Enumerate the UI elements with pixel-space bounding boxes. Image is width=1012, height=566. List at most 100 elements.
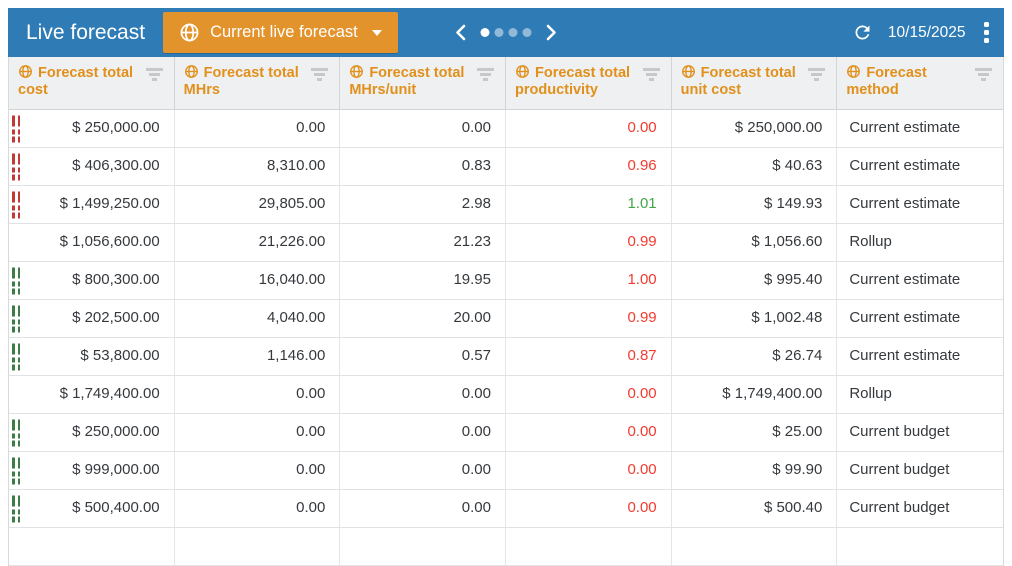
cell-value: $ 800,300.00	[72, 271, 160, 288]
forecast-date: 10/15/2025	[888, 24, 966, 42]
row-status-indicator-red	[12, 191, 21, 218]
cell-method: Rollup	[837, 224, 1003, 261]
pager-next-button[interactable]	[546, 24, 558, 41]
filter-icon[interactable]	[641, 66, 662, 83]
cell-total_productivity: 0.87	[506, 338, 672, 375]
cell-method: Rollup	[837, 376, 1003, 413]
cell-value: 0.00	[462, 423, 491, 440]
live-forecast-app: Live forecast Current live forecast	[8, 8, 1004, 523]
column-header-total_unit_cost[interactable]: Forecast total unit cost	[672, 57, 838, 109]
cell-total_mhrs: 29,805.00	[175, 186, 341, 223]
cell-value: Current estimate	[849, 195, 960, 212]
cell-value: 0.00	[627, 423, 656, 440]
filter-icon[interactable]	[309, 66, 330, 83]
cell-method: Current budget	[837, 414, 1003, 451]
cell-total_unit_cost: $ 26.74	[672, 338, 838, 375]
pager-dot[interactable]	[481, 28, 490, 37]
page-title: Live forecast	[26, 21, 145, 45]
cell-total_mhrs: 21,226.00	[175, 224, 341, 261]
column-header-total_mhrs[interactable]: Forecast total MHrs	[175, 57, 341, 109]
cell-value: 0.00	[627, 499, 656, 516]
cell-value: $ 999,000.00	[72, 461, 160, 478]
cell-total_mhrs: 8,310.00	[175, 148, 341, 185]
cell-total_cost: $ 500,400.00	[9, 490, 175, 527]
cell-value: Current estimate	[849, 309, 960, 326]
cell-total_cost: $ 1,749,400.00	[9, 376, 175, 413]
cell-total_mhrs: 1,146.00	[175, 338, 341, 375]
cell-value: 4,040.00	[267, 309, 325, 326]
row-status-indicator-green	[12, 495, 21, 522]
pager-dot[interactable]	[523, 28, 532, 37]
cell-total_productivity: 0.00	[506, 110, 672, 147]
cell-value: 0.00	[627, 461, 656, 478]
filter-icon[interactable]	[973, 66, 994, 83]
top-bar: Live forecast Current live forecast	[8, 8, 1004, 57]
cell-value: 0.99	[627, 233, 656, 250]
cell-value: 0.00	[296, 499, 325, 516]
cell-total_productivity: 1.01	[506, 186, 672, 223]
cell-value: $ 1,056.60	[751, 233, 822, 250]
cell-value: 2.98	[462, 195, 491, 212]
refresh-icon[interactable]	[852, 22, 873, 43]
cell-value: $ 149.93	[764, 195, 822, 212]
cell-total_productivity: 0.00	[506, 376, 672, 413]
cell-method: Current estimate	[837, 186, 1003, 223]
forecast-selector-dropdown[interactable]: Current live forecast	[163, 12, 398, 53]
cell-value: 21,226.00	[259, 233, 326, 250]
filter-icon[interactable]	[144, 66, 165, 83]
cell-total_cost: $ 53,800.00	[9, 338, 175, 375]
cell-value: $ 250,000.00	[735, 119, 823, 136]
cell-total_unit_cost: $ 99.90	[672, 452, 838, 489]
cell-total_cost: $ 250,000.00	[9, 414, 175, 451]
cell-value: $ 53,800.00	[80, 347, 159, 364]
cell-total_mhrs_per_unit: 0.00	[340, 414, 506, 451]
cell-total_mhrs_per_unit: 19.95	[340, 262, 506, 299]
table-row[interactable]: $ 53,800.00 1,146.00 0.57 0.87$ 26.74 Curren…	[9, 338, 1003, 376]
cell-value: 0.00	[462, 461, 491, 478]
filter-icon[interactable]	[475, 66, 496, 83]
column-header-total_mhrs_per_unit[interactable]: Forecast total MHrs/unit	[340, 57, 506, 109]
more-options-menu-icon[interactable]	[981, 20, 993, 46]
filter-icon[interactable]	[806, 66, 827, 83]
table-row[interactable]: $ 999,000.00 0.00 0.00 0.00 $ 99.90 Current b…	[9, 452, 1003, 490]
cell-total_unit_cost: $ 1,749,400.00	[672, 376, 838, 413]
pager-dot[interactable]	[509, 28, 518, 37]
cell-value: 0.00	[296, 423, 325, 440]
row-status-indicator-green	[12, 267, 21, 294]
pager-dot[interactable]	[495, 28, 504, 37]
cell-value: Current estimate	[849, 347, 960, 364]
cell-value: 20.00	[453, 309, 491, 326]
cell-total_cost: $ 800,300.00	[9, 262, 175, 299]
column-header-method[interactable]: Forecast method	[837, 57, 1003, 109]
row-status-indicator-red	[12, 153, 21, 180]
cell-value: 0.57	[462, 347, 491, 364]
cell-value: $ 406,300.00	[72, 157, 160, 174]
cell-total_cost: $ 202,500.00	[9, 300, 175, 337]
row-status-indicator-green	[12, 343, 21, 370]
column-label: Forecast total productivity	[515, 65, 630, 98]
cell-value: Current budget	[849, 499, 949, 516]
table-row-partial	[9, 528, 1003, 566]
forecast-table: Forecast total cost Forecast total MHrs …	[8, 57, 1004, 566]
cell-total_mhrs_per_unit: 2.98	[340, 186, 506, 223]
pager-prev-button[interactable]	[455, 24, 467, 41]
cell-value: $ 500.40	[764, 499, 822, 516]
cell-method: Current budget	[837, 452, 1003, 489]
cell-value: Current budget	[849, 461, 949, 478]
cell-total_unit_cost: $ 40.63	[672, 148, 838, 185]
cell-total_mhrs: 0.00	[175, 452, 341, 489]
column-header-total_productivity[interactable]: Forecast total productivity	[506, 57, 672, 109]
cell-total_mhrs: 0.00	[175, 414, 341, 451]
cell-total_cost: $ 250,000.00	[9, 110, 175, 147]
column-header-total_cost[interactable]: Forecast total cost	[9, 57, 175, 109]
cell-value: 8,310.00	[267, 157, 325, 174]
